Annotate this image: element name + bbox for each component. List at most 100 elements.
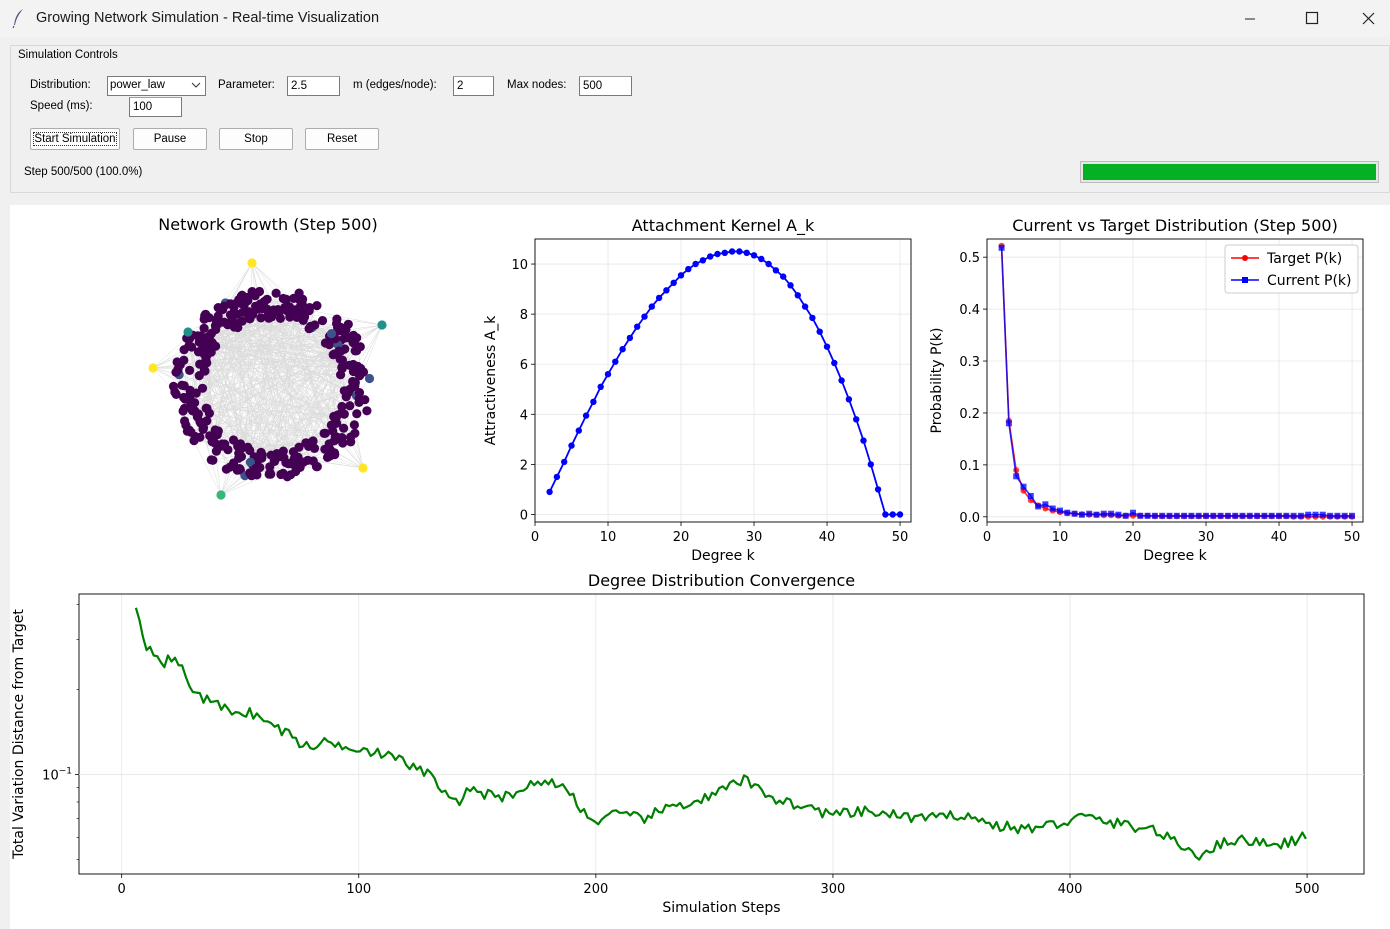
kernel-point: [590, 398, 597, 405]
distribution-label: Distribution:: [30, 79, 91, 91]
network-node: [295, 462, 305, 472]
network-node: [197, 383, 208, 393]
m-edges-input[interactable]: 2: [453, 76, 494, 96]
network-node: [202, 403, 212, 414]
network-node: [278, 446, 288, 456]
axes-frame: [534, 238, 912, 523]
y-tick-label: 6: [520, 358, 528, 373]
kernel-point: [845, 396, 853, 403]
current-point: [1130, 509, 1136, 516]
current-point: [1312, 511, 1319, 518]
y-tick-label: 0.1: [959, 459, 980, 474]
network-node: [350, 381, 360, 391]
x-tick-label: 10: [600, 530, 617, 545]
kernel-point: [838, 377, 845, 384]
network-node: [281, 458, 291, 468]
current-point: [1203, 512, 1209, 519]
current-point: [1100, 510, 1107, 517]
kernel-axes: 0 10 20 30 40 50 0 2 4 6 8 10 Attachment Kernel A_k D…: [483, 216, 912, 564]
current-point: [1013, 473, 1020, 480]
kernel-point: [553, 473, 561, 481]
network-node: [208, 455, 218, 465]
current-point: [1122, 512, 1129, 519]
simulation-controls-panel: Simulation Controls Distribution: power_…: [10, 45, 1390, 193]
x-tick-label: 50: [892, 530, 909, 545]
network-node: [264, 469, 274, 479]
current-point: [1057, 507, 1063, 514]
axes-title: Current vs Target Distribution (Step 500…: [1012, 216, 1338, 235]
network-node: [346, 437, 356, 447]
network-node: [250, 291, 260, 301]
network-node: [290, 305, 300, 315]
network-node: [281, 294, 291, 304]
network-edge: [269, 328, 310, 467]
network-edge: [251, 262, 334, 417]
network-node: [267, 312, 277, 322]
network-edge: [241, 441, 313, 449]
window-titlebar: Growing Network Simulation - Real-time V…: [0, 0, 1390, 37]
tick-labels: 0 10 20 30 40 50 0.0 0.1 0.2 0.3 0.4 0.5: [959, 251, 1360, 545]
current-point: [1064, 509, 1071, 516]
x-axis-label: Simulation Steps: [662, 900, 780, 916]
maximize-button[interactable]: [1288, 0, 1334, 37]
network-node: [337, 362, 347, 372]
current-point: [1188, 512, 1195, 519]
current-point: [1195, 512, 1202, 519]
y-tick-label: 0: [520, 508, 528, 523]
legend-marker: [1242, 255, 1248, 261]
max-nodes-input[interactable]: 500: [579, 76, 632, 96]
network-node: [203, 332, 213, 342]
network-edge: [212, 301, 265, 438]
kernel-point: [816, 328, 823, 335]
kernel-point: [780, 273, 787, 280]
network-edge: [206, 344, 343, 361]
network-node: [332, 319, 342, 329]
network-node: [345, 401, 355, 411]
current-point: [1254, 512, 1261, 519]
network-node: [216, 441, 226, 451]
start-simulation-button[interactable]: Start Simulation: [30, 128, 120, 150]
network-node: [352, 409, 362, 419]
network-node: [304, 441, 314, 451]
y-tick-label: 2: [520, 458, 528, 473]
network-node: [210, 425, 220, 435]
network-node: [230, 299, 240, 309]
distribution-axes: 0 10 20 30 40 50 0.0 0.1 0.2 0.3 0.4 0.5 Current vs …: [929, 216, 1364, 564]
pause-button[interactable]: Pause: [133, 128, 207, 150]
stop-button[interactable]: Stop: [219, 128, 293, 150]
matplotlib-figure: Network Growth (Step 500) 0 10 20 30 40 50 0 2 4…: [10, 205, 1390, 929]
network-node: [274, 305, 284, 315]
kernel-point: [575, 427, 582, 434]
minimize-button[interactable]: [1226, 0, 1272, 37]
y-tick-label: 10−1: [42, 767, 72, 784]
current-point: [1327, 512, 1334, 519]
network-node: [331, 413, 341, 423]
speed-input[interactable]: 100: [129, 97, 182, 117]
minimize-icon: [1245, 18, 1255, 20]
network-node: [252, 470, 262, 480]
kernel-point: [634, 323, 641, 330]
kernel-point: [758, 255, 765, 263]
network-nodes: [148, 258, 387, 500]
distribution-select[interactable]: power_law: [107, 76, 206, 96]
x-tick-label: 500: [1295, 882, 1320, 897]
reset-button[interactable]: Reset: [305, 128, 379, 150]
network-node: [337, 401, 347, 412]
current-point: [1181, 512, 1188, 519]
kernel-point: [561, 458, 568, 466]
parameter-label: Parameter:: [218, 79, 275, 91]
network-node: [185, 365, 195, 375]
kernel-point: [743, 249, 750, 256]
kernel-point: [874, 486, 882, 493]
current-point: [1137, 512, 1144, 519]
network-edge: [249, 396, 347, 451]
network-node: [320, 338, 330, 348]
kernel-point: [728, 248, 736, 255]
network-node: [364, 373, 375, 384]
network-node: [243, 296, 253, 306]
network-node: [204, 313, 214, 323]
close-button[interactable]: [1344, 0, 1390, 37]
parameter-input[interactable]: 2.5: [287, 76, 340, 96]
kernel-point: [853, 416, 860, 423]
network-edge: [152, 367, 341, 376]
